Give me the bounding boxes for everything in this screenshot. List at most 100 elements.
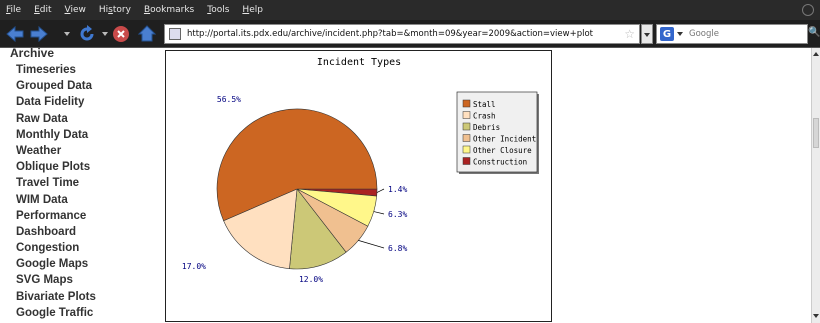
reload-button[interactable] — [76, 24, 98, 44]
sidebar-item[interactable]: Performance — [16, 209, 87, 222]
sidebar-item[interactable]: Data Fidelity — [16, 96, 85, 109]
menu-item-accesskey: F — [6, 5, 11, 15]
menu-item-rest: ools — [211, 5, 230, 15]
sidebar-item[interactable]: Travel Time — [16, 177, 80, 190]
pie-slice — [216, 108, 378, 222]
sidebar-title: Archive — [10, 48, 55, 60]
url-text[interactable]: http://portal.its.pdx.edu/archive/incide… — [187, 29, 593, 39]
sidebar-item[interactable]: Monthly Data — [16, 128, 89, 141]
legend-entry: Construction — [473, 158, 527, 167]
sidebar-item[interactable]: Timeseries — [16, 64, 76, 76]
bookmark-star-icon[interactable]: ☆ — [624, 27, 635, 41]
slice-label: 17.0% — [182, 262, 206, 271]
menu-item-prefix: Hi — [98, 5, 109, 15]
sidebar-item[interactable]: WIM Data — [16, 193, 68, 206]
stop-icon — [113, 26, 129, 42]
scroll-down-icon[interactable] — [813, 314, 819, 318]
search-bar[interactable]: G — [656, 24, 808, 44]
stop-button[interactable] — [110, 24, 132, 44]
forward-arrow-icon — [30, 26, 48, 42]
legend-entry: Other Incident — [473, 135, 536, 144]
url-dropdown-button[interactable] — [641, 24, 653, 44]
legend-swatch — [462, 111, 471, 119]
scroll-thumb[interactable] — [813, 118, 819, 148]
throbber-icon — [802, 4, 814, 16]
address-bar[interactable]: http://portal.its.pdx.edu/archive/incide… — [164, 24, 640, 44]
menu-item-accesskey: B — [143, 5, 151, 15]
menu-item-accesskey: T — [207, 5, 212, 15]
navigation-toolbar: http://portal.its.pdx.edu/archive/incide… — [0, 20, 820, 48]
slice-label: 12.0% — [299, 275, 323, 284]
search-engine-icon[interactable]: G — [660, 27, 674, 41]
incident-types-chart: Incident Types 56.5% 17.0% 12.0% 6.8% 6.3% 1.4… — [165, 50, 552, 322]
chart-legend — [456, 91, 538, 173]
sidebar-item[interactable]: Google Traffic — [16, 306, 94, 319]
menu-item-rest: ookmarks — [150, 5, 195, 15]
menu-item-rest: ile — [10, 5, 22, 15]
reload-icon — [80, 25, 94, 41]
sidebar-item[interactable]: Raw Data — [16, 112, 68, 125]
menu-item[interactable]: View — [65, 0, 86, 20]
scroll-up-icon[interactable] — [813, 52, 819, 56]
sidebar-item[interactable]: Google Maps — [16, 258, 89, 271]
menu-item-rest: dit — [39, 5, 52, 15]
chart-svg: Incident Types 56.5% 17.0% 12.0% 6.8% 6.3% 1.4… — [182, 57, 539, 284]
leader-line — [373, 211, 385, 215]
menu-item-rest: elp — [249, 5, 263, 15]
menu-item-accesskey: V — [64, 5, 71, 15]
legend-swatch — [462, 157, 471, 165]
menu-bar: File Edit View History Bookmarks Tools Help — [0, 0, 820, 20]
sidebar-item[interactable]: Weather — [16, 144, 62, 157]
sidebar-item[interactable]: SVG Maps — [16, 274, 73, 287]
site-favicon-icon — [169, 28, 181, 40]
pie-slice — [223, 188, 298, 269]
legend-swatch — [462, 99, 471, 108]
menu-item-rest: tory — [112, 5, 131, 15]
back-arrow-icon — [6, 26, 24, 42]
back-button[interactable] — [4, 24, 26, 44]
vertical-scrollbar[interactable] — [811, 48, 820, 323]
chart-title: Incident Types — [317, 57, 401, 68]
menu-item-accesskey: H — [242, 5, 250, 15]
forward-button[interactable] — [28, 24, 50, 44]
menu-items: File Edit View History Bookmarks Tools Help — [6, 0, 276, 20]
menu-item[interactable]: Help — [242, 0, 263, 20]
pie-slice — [289, 188, 347, 270]
sidebar-item[interactable]: Oblique Plots — [16, 161, 91, 174]
menu-item-accesskey: s — [108, 5, 113, 15]
sidebar-item[interactable]: Grouped Data — [16, 80, 93, 93]
menu-item-accesskey: E — [34, 5, 40, 15]
legend-swatch — [462, 122, 471, 131]
slice-label: 1.4% — [388, 185, 407, 194]
sidebar-item[interactable]: Congestion — [16, 242, 80, 255]
sidebar-item[interactable]: Bivariate Plots — [16, 290, 96, 303]
slice-label: 6.8% — [388, 244, 407, 253]
legend-entry: Crash — [473, 112, 496, 121]
menu-item[interactable]: History — [99, 0, 131, 20]
home-button[interactable] — [136, 24, 158, 44]
engine-dropdown-icon[interactable] — [677, 32, 683, 36]
legend-swatch — [462, 134, 471, 142]
legend-entry: Stall — [473, 100, 496, 109]
menu-item[interactable]: Edit — [34, 0, 51, 20]
leader-line — [358, 240, 385, 249]
reload-dropdown-icon[interactable] — [102, 32, 108, 36]
menu-item[interactable]: File — [6, 0, 21, 20]
slice-label: 56.5% — [217, 95, 241, 104]
search-go-icon[interactable]: 🔍 — [808, 27, 820, 38]
slice-label: 6.3% — [388, 210, 407, 219]
legend-swatch — [462, 145, 471, 154]
chevron-down-icon — [644, 33, 650, 37]
menu-item[interactable]: Bookmarks — [144, 0, 194, 20]
menu-item[interactable]: Tools — [207, 0, 229, 20]
sidebar-list: Timeseries Grouped Data Data Fidelity Raw D… — [16, 62, 96, 321]
leader-line — [376, 188, 385, 193]
history-dropdown-icon[interactable] — [64, 32, 70, 36]
legend-entry: Other Closure — [473, 146, 532, 155]
home-icon — [138, 25, 156, 42]
sidebar: Archive Timeseries Grouped Data Data Fidel… — [0, 48, 150, 323]
search-input[interactable] — [689, 29, 789, 39]
sidebar-item[interactable]: Dashboard — [16, 225, 77, 238]
menu-item-rest: iew — [70, 5, 86, 15]
legend-entry: Debris — [473, 123, 500, 132]
